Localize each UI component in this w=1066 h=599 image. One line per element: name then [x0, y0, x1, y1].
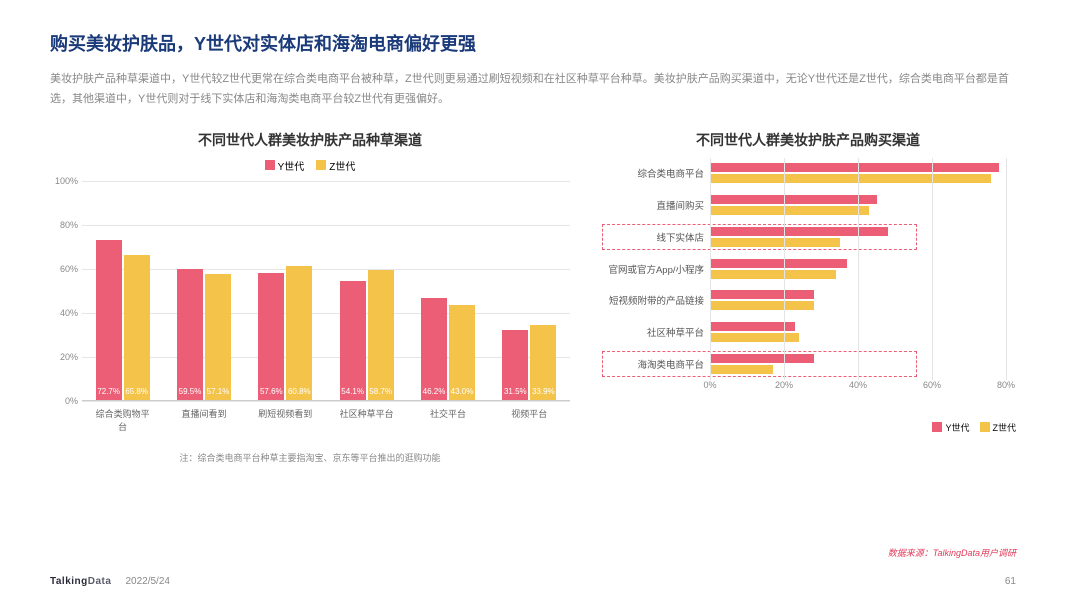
bar-value-label: 58.7%: [369, 387, 392, 396]
footer: TalkingData 2022/5/24 61: [50, 576, 1016, 587]
bar-y: 31.5%: [502, 330, 528, 399]
left-plot-area: 0%20%40%60%80%100%72.7%65.8%59.5%57.1%57…: [82, 181, 570, 401]
hbar-y: [710, 290, 814, 299]
bar-z: 58.7%: [368, 270, 394, 399]
purchase-channel-chart: 不同世代人群美妆护肤产品购买渠道 综合类电商平台直播间购买线下实体店官网或官方A…: [600, 130, 1016, 464]
bar-y: 72.7%: [96, 240, 122, 400]
y-axis-label: 海淘类电商平台: [605, 357, 710, 371]
hbar-z: [710, 365, 773, 374]
bar-group: 46.2% 43.0%: [418, 298, 478, 400]
hbar-z: [710, 333, 799, 342]
x-axis-label: 20%: [775, 380, 793, 390]
page-title: 购买美妆护肤品，Y世代对实体店和海淘电商偏好更强: [50, 30, 1016, 56]
y-axis-label: 直播间购买: [605, 198, 710, 212]
bar-group: 72.7% 65.8%: [93, 240, 153, 400]
description: 美妆护肤产品种草渠道中，Y世代较Z世代更常在综合类电商平台被种草，Z世代则更易通…: [50, 70, 1016, 110]
hbar-y: [710, 163, 999, 172]
y-axis-label: 0%: [50, 396, 78, 406]
x-axis-label: 60%: [923, 380, 941, 390]
y-axis-label: 40%: [50, 308, 78, 318]
bar-value-label: 33.9%: [532, 387, 555, 396]
legend-y-label-r: Y世代: [945, 421, 969, 434]
x-axis-label: 40%: [849, 380, 867, 390]
hbar-y: [710, 354, 814, 363]
legend-z-label-r: Z世代: [993, 421, 1017, 434]
seeding-channel-chart: 不同世代人群美妆护肤产品种草渠道 Y世代 Z世代 0% 20% 40% 60% 80% 1…: [50, 130, 570, 464]
hbar-z: [710, 301, 814, 310]
bar-group: 59.5% 57.1%: [174, 269, 234, 400]
bar-value-label: 31.5%: [504, 387, 527, 396]
y-axis-label: 线下实体店: [605, 230, 710, 244]
hbar-y: [710, 259, 847, 268]
bar-value-label: 57.6%: [260, 387, 283, 396]
right-chart-title: 不同世代人群美妆护肤产品购买渠道: [600, 130, 1016, 150]
y-axis-label: 80%: [50, 220, 78, 230]
y-axis-label: 20%: [50, 352, 78, 362]
footer-date: 2022/5/24: [125, 576, 170, 587]
x-axis-label: 80%: [997, 380, 1015, 390]
hbar-y: [710, 322, 795, 331]
x-axis-label: 0%: [703, 380, 716, 390]
bar-y: 46.2%: [421, 298, 447, 400]
bar-z: 65.8%: [124, 255, 150, 400]
bar-group: 57.6% 60.8%: [255, 266, 315, 400]
y-axis-label: 综合类电商平台: [605, 166, 710, 180]
bar-value-label: 60.8%: [288, 387, 311, 396]
bar-z: 33.9%: [530, 325, 556, 400]
y-axis-label: 短视频附带的产品链接: [605, 293, 710, 307]
hbar-y: [710, 195, 877, 204]
bar-group: 54.1% 58.7%: [337, 270, 397, 399]
hbar-z: [710, 174, 991, 183]
y-axis-label: 官网或官方App/小程序: [605, 262, 710, 276]
x-axis-label: 社交平台: [418, 407, 478, 433]
bar-value-label: 46.2%: [423, 387, 446, 396]
bar-y: 54.1%: [340, 281, 366, 400]
bar-value-label: 57.1%: [207, 387, 230, 396]
data-source: 数据来源：TalkingData用户调研: [888, 546, 1016, 559]
bar-value-label: 43.0%: [451, 387, 474, 396]
legend-y-label: Y世代: [278, 158, 305, 173]
y-axis-label: 社区种草平台: [605, 325, 710, 339]
bar-z: 43.0%: [449, 305, 475, 400]
y-axis-label: 60%: [50, 264, 78, 274]
bar-value-label: 72.7%: [97, 387, 120, 396]
bar-value-label: 65.8%: [125, 387, 148, 396]
bar-value-label: 59.5%: [179, 387, 202, 396]
page-number: 61: [1005, 576, 1016, 587]
left-chart-note: 注：综合类电商平台种草主要指淘宝、京东等平台推出的逛购功能: [50, 451, 570, 464]
x-axis-label: 社区种草平台: [337, 407, 397, 433]
right-legend: Y世代 Z世代: [932, 421, 1016, 434]
bar-y: 57.6%: [258, 273, 284, 400]
bar-y: 59.5%: [177, 269, 203, 400]
hbar-y: [710, 227, 888, 236]
right-plot-area: 综合类电商平台直播间购买线下实体店官网或官方App/小程序短视频附带的产品链接社…: [710, 158, 1006, 398]
hbar-z: [710, 206, 869, 215]
hbar-z: [710, 238, 840, 247]
bar-value-label: 54.1%: [341, 387, 364, 396]
x-axis-label: 视频平台: [499, 407, 559, 433]
bar-z: 60.8%: [286, 266, 312, 400]
x-axis-label: 综合类购物平台: [93, 407, 153, 433]
bar-z: 57.1%: [205, 274, 231, 400]
hbar-z: [710, 270, 836, 279]
x-axis-label: 刷短视频看到: [255, 407, 315, 433]
x-axis-label: 直播间看到: [174, 407, 234, 433]
bar-group: 31.5% 33.9%: [499, 325, 559, 400]
left-legend: Y世代 Z世代: [50, 158, 570, 173]
legend-z-label: Z世代: [329, 158, 355, 173]
left-chart-title: 不同世代人群美妆护肤产品种草渠道: [50, 130, 570, 150]
y-axis-label: 100%: [50, 176, 78, 186]
logo: TalkingData: [50, 576, 111, 587]
